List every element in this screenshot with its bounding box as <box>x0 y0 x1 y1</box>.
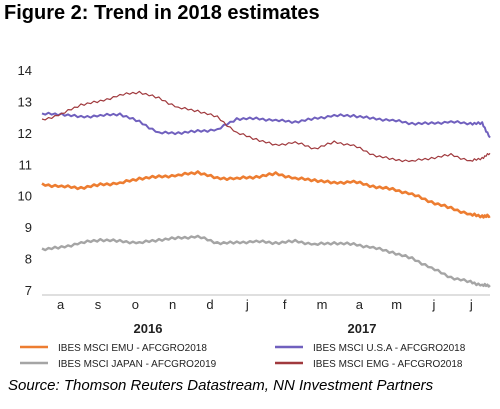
figure-source: Source: Thomson Reuters Datastream, NN I… <box>8 377 434 394</box>
x-tick-label: j <box>245 297 249 312</box>
figure-title: Figure 2: Trend in 2018 estimates <box>4 2 320 24</box>
series-line <box>41 234 491 288</box>
y-tick-label: 10 <box>18 189 32 204</box>
legend-label: IBES MSCI U.S.A - AFCGRO2018 <box>313 343 466 354</box>
y-tick-label: 7 <box>25 283 32 298</box>
x-tick-label: m <box>317 297 328 312</box>
x-year-label: 2017 <box>348 321 377 336</box>
x-tick-label: n <box>169 297 176 312</box>
x-tick-label: s <box>95 297 102 312</box>
x-tick-label: j <box>432 297 436 312</box>
x-year-label: 2016 <box>134 321 163 336</box>
y-tick-label: 11 <box>19 157 33 172</box>
legend-label: IBES MSCI EMU - AFCGRO2018 <box>58 343 207 354</box>
x-tick-label: m <box>391 297 402 312</box>
y-tick-label: 13 <box>18 94 32 109</box>
x-tick-label: j <box>469 297 473 312</box>
legend-label: IBES MSCI JAPAN - AFCGRO2019 <box>58 359 217 370</box>
line-chart: 7 8 9 10 11 12 13 14 a s o n d j f m a m j j 2016 2017 IBES MS… <box>18 63 491 370</box>
y-tick-label: 14 <box>18 63 32 78</box>
y-tick-label: 9 <box>25 220 32 235</box>
x-tick-label: d <box>206 297 213 312</box>
series-line <box>41 111 491 139</box>
series-line <box>41 90 491 163</box>
series-line <box>41 170 491 219</box>
y-tick-label: 12 <box>18 126 32 141</box>
x-tick-label: a <box>356 297 364 312</box>
y-tick-label: 8 <box>25 252 32 267</box>
x-tick-label: f <box>283 297 287 312</box>
x-tick-label: a <box>57 297 65 312</box>
legend-label: IBES MSCI EMG - AFCGRO2018 <box>313 359 463 370</box>
x-tick-label: o <box>132 297 139 312</box>
